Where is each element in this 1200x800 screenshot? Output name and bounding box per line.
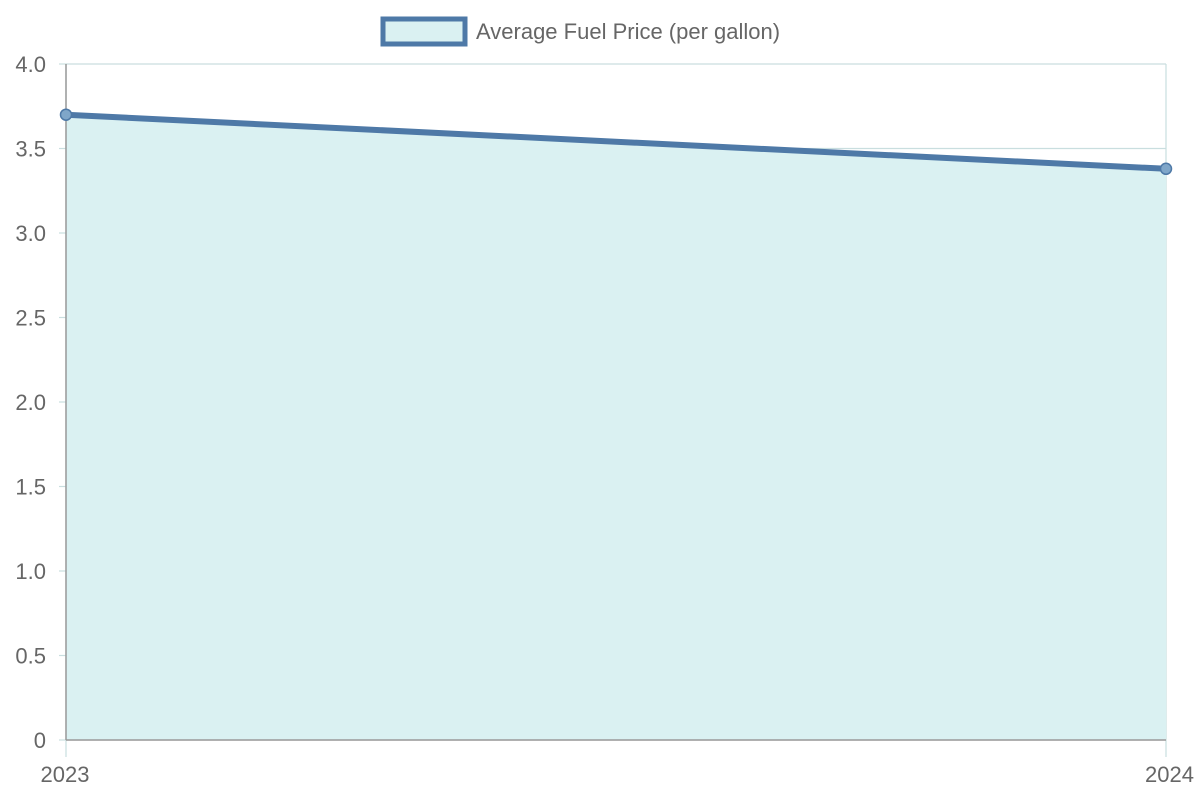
axis-layer [65,64,1166,741]
data-point [1159,162,1173,176]
y-tick-label: 0.5 [15,644,46,669]
x-tick-label: 2023 [41,762,90,787]
y-tick-label: 1.0 [15,559,46,584]
data-point [59,108,73,121]
x-tick-label: 2024 [1145,762,1194,787]
y-tick-label: 1.5 [15,475,46,500]
y-tick-label: 0 [34,728,46,753]
tick-label-layer: 0 0.5 1.0 1.5 2.0 2.5 3.0 3.5 4.0 2023 2024 [15,52,1194,787]
line-layer [63,111,1169,172]
area-layer [66,114,1166,740]
y-tick-label: 4.0 [15,52,46,77]
legend-label: Average Fuel Price (per gallon) [476,19,780,44]
point-layer [59,108,1173,176]
series-line [63,111,1169,172]
y-tick-label: 2.0 [15,390,46,415]
legend: Average Fuel Price (per gallon) [380,16,780,47]
y-tick-label: 2.5 [15,306,46,331]
series-area [66,114,1166,740]
y-tick-label: 3.5 [15,137,46,162]
legend-swatch [380,16,468,47]
y-tick-label: 3.0 [15,221,46,246]
